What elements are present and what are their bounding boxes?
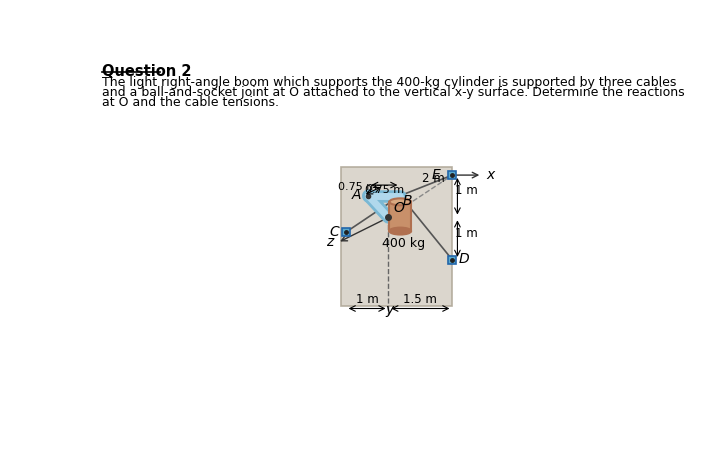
- Text: C: C: [329, 225, 339, 239]
- Text: The light right-angle boom which supports the 400-kg cylinder is supported by th: The light right-angle boom which support…: [102, 76, 676, 89]
- Text: D: D: [459, 252, 469, 266]
- Text: and a ball-and-socket joint at O attached to the vertical x-y surface. Determine: and a ball-and-socket joint at O attache…: [102, 86, 684, 99]
- Text: A: A: [352, 188, 361, 202]
- Text: 1.5 m: 1.5 m: [403, 293, 437, 306]
- Text: 1 m: 1 m: [455, 184, 478, 197]
- Text: E: E: [431, 168, 440, 182]
- Text: z: z: [326, 235, 333, 249]
- Text: 0.75 m: 0.75 m: [365, 185, 404, 195]
- Text: 1 m: 1 m: [356, 293, 379, 306]
- Text: B: B: [402, 193, 412, 207]
- Bar: [449, 257, 456, 264]
- Text: O: O: [393, 201, 404, 215]
- Polygon shape: [341, 167, 452, 307]
- Text: y: y: [386, 303, 394, 317]
- Text: 400 kg: 400 kg: [382, 237, 425, 250]
- Ellipse shape: [390, 228, 411, 235]
- Text: 1 m: 1 m: [455, 226, 478, 239]
- Bar: [390, 202, 411, 232]
- Text: at O and the cable tensions.: at O and the cable tensions.: [102, 96, 279, 109]
- Bar: [449, 172, 456, 179]
- Text: x: x: [486, 168, 494, 182]
- Text: 2 m: 2 m: [422, 172, 445, 185]
- Ellipse shape: [390, 199, 411, 206]
- Bar: [342, 229, 350, 236]
- Text: Question 2: Question 2: [102, 64, 191, 79]
- Text: 0.75 m: 0.75 m: [338, 181, 377, 191]
